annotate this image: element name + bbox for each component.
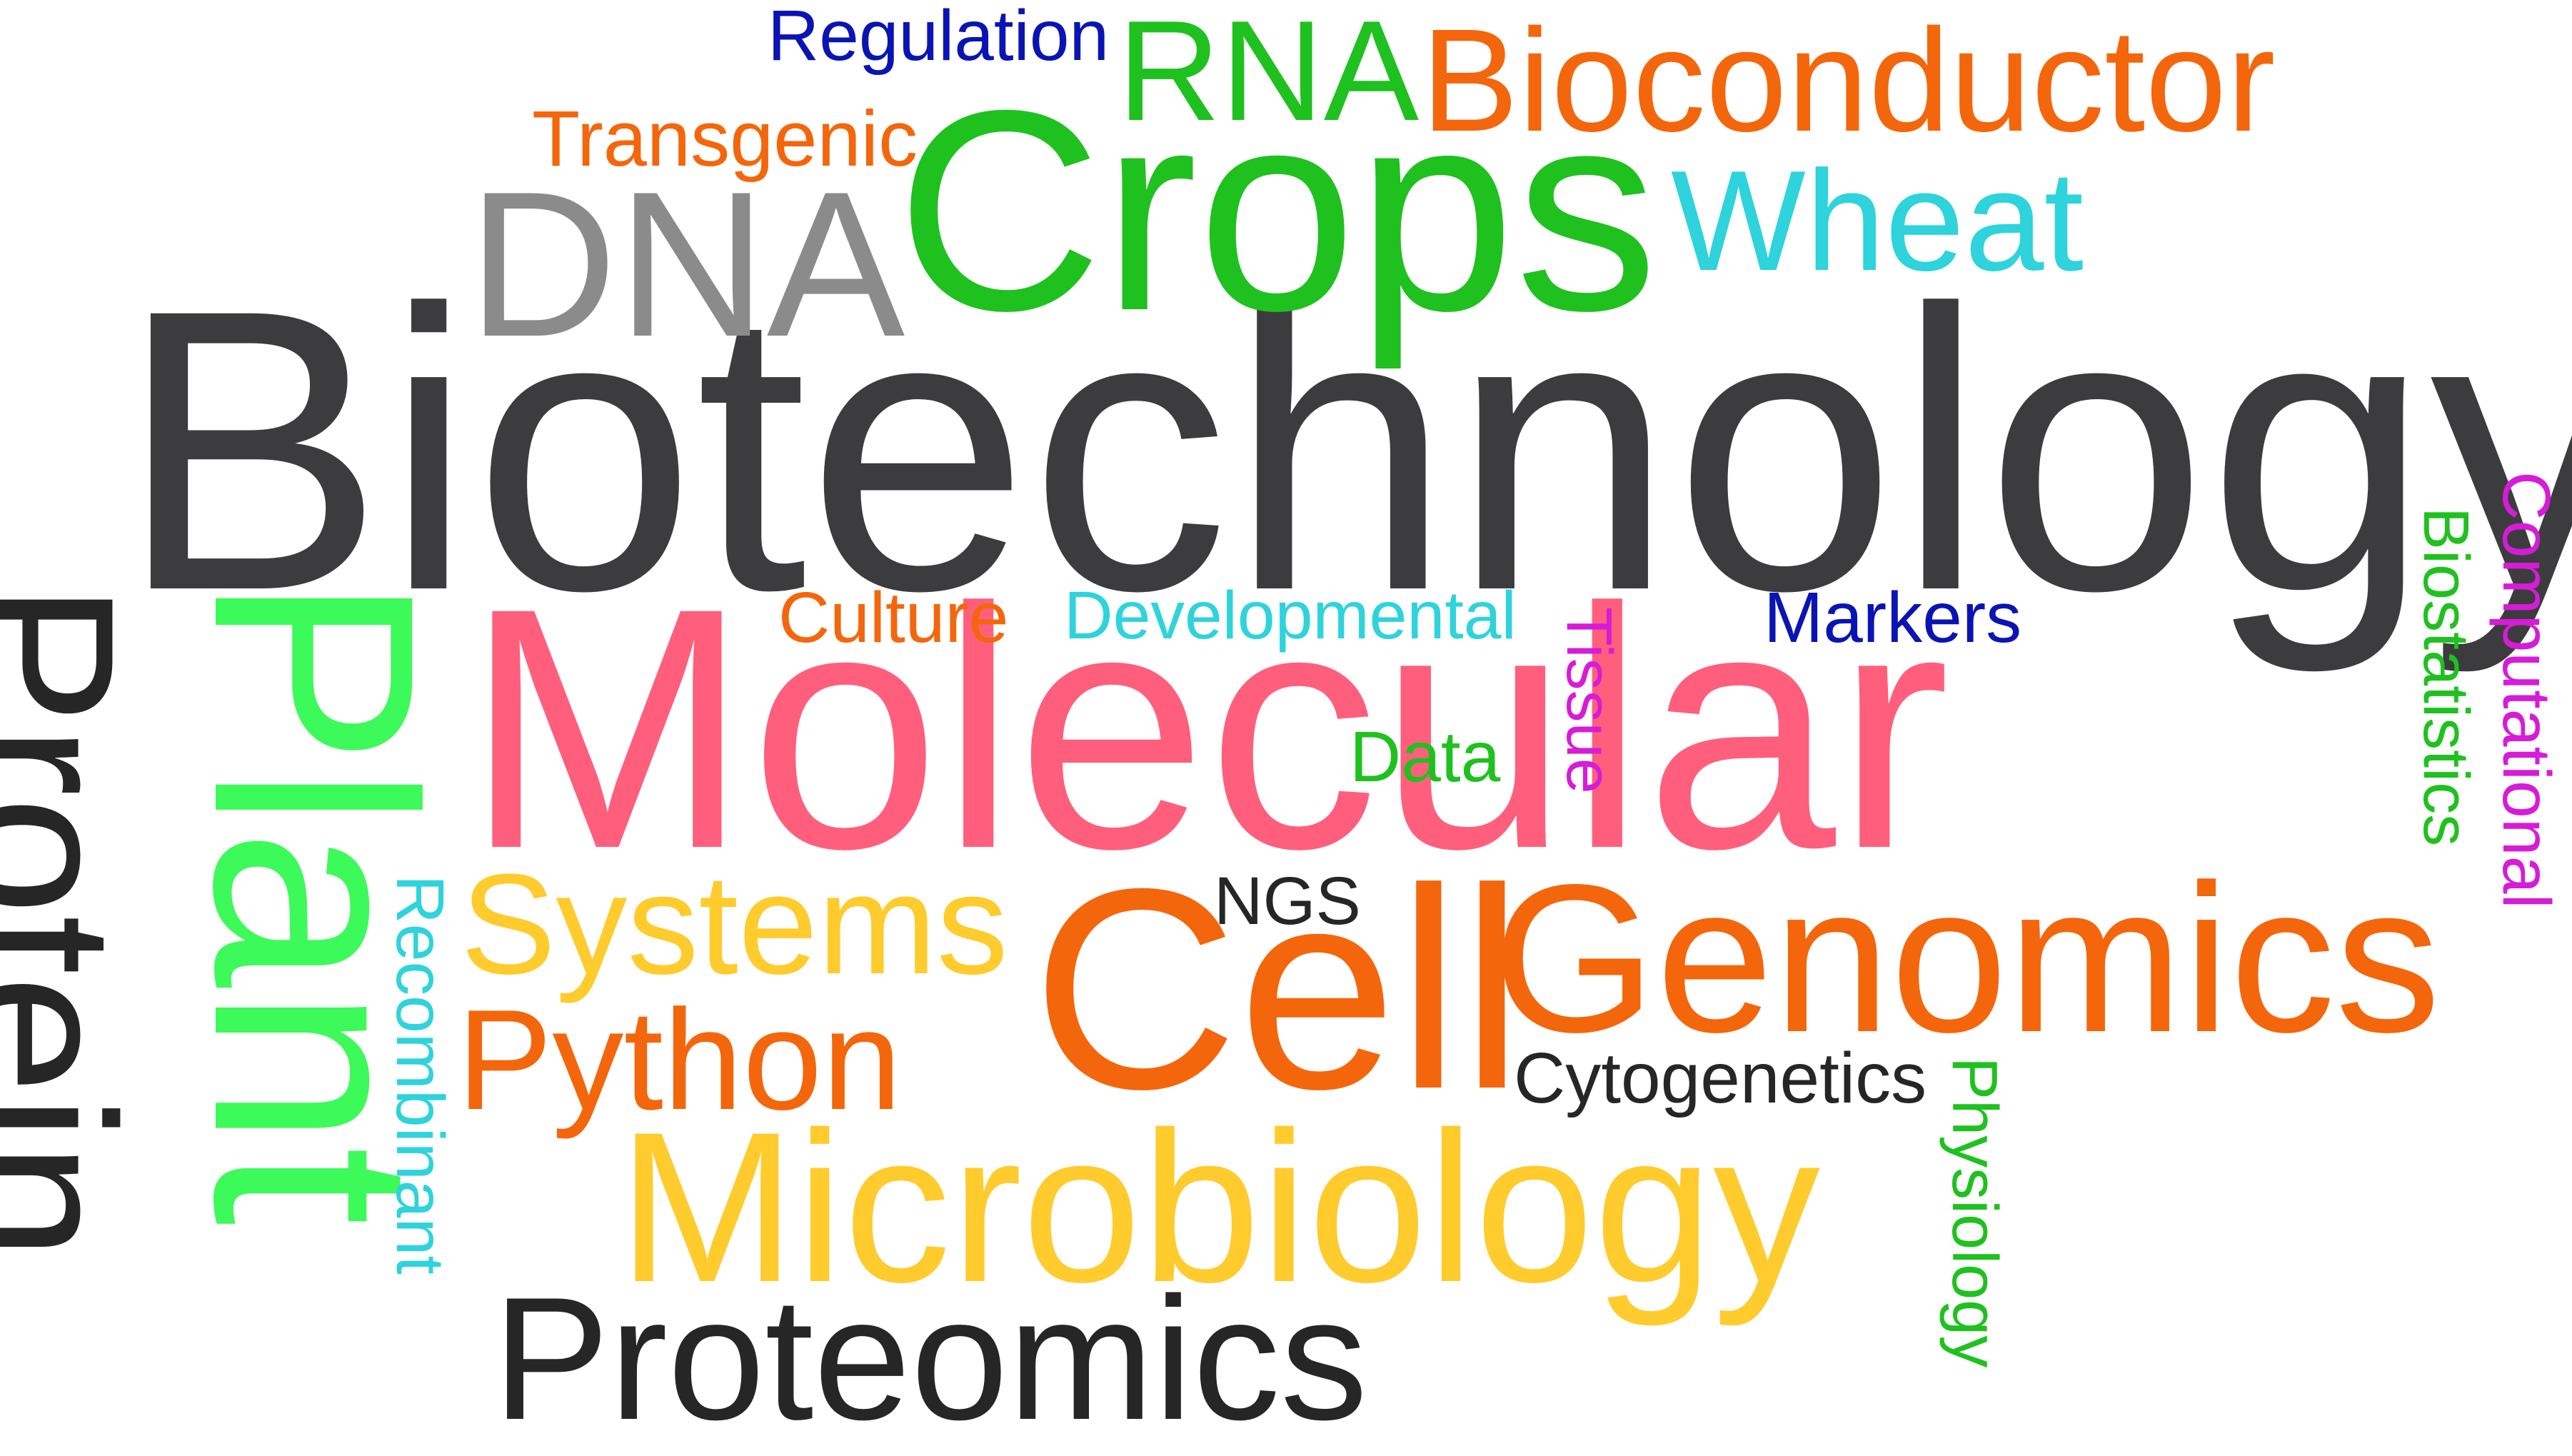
word-regulation: Regulation — [768, 0, 1110, 76]
word-biostatistics: Biostatistics — [2410, 507, 2481, 847]
word-bioconductor: Bioconductor — [1421, 0, 2276, 162]
word-biotechnology: Biotechnology — [118, 226, 2572, 673]
word-cytogenetics: Cytogenetics — [1514, 1038, 1927, 1118]
word-data: Data — [1350, 717, 1501, 797]
word-dna: DNA — [468, 149, 905, 380]
word-rna: RNA — [1117, 0, 1420, 151]
word-crops: Crops — [896, 51, 1658, 370]
word-tissue: Tissue — [1553, 607, 1624, 794]
word-proteomics: Proteomics — [493, 1260, 1368, 1456]
word-python: Python — [457, 980, 902, 1140]
word-molecular: Molecular — [464, 536, 1950, 920]
word-transgenic: Transgenic — [532, 95, 918, 183]
word-genomics: Genomics — [1492, 840, 2441, 1076]
word-markers: Markers — [1764, 578, 2022, 658]
word-computational: Computational — [2488, 471, 2564, 909]
word-recombinant: Recombinant — [382, 875, 458, 1275]
word-culture: Culture — [778, 578, 1009, 658]
word-physiology: Physiology — [1939, 1057, 2010, 1368]
word-systems: Systems — [461, 845, 1008, 1004]
word-cell: Cell — [1032, 829, 1524, 1148]
word-protein: Protein — [0, 582, 159, 1261]
word-developmental: Developmental — [1064, 578, 1517, 653]
word-wheat: Wheat — [1671, 141, 2084, 301]
word-microbiology: Microbiology — [618, 1087, 1820, 1327]
word-ngs: NGS — [1214, 863, 1361, 939]
